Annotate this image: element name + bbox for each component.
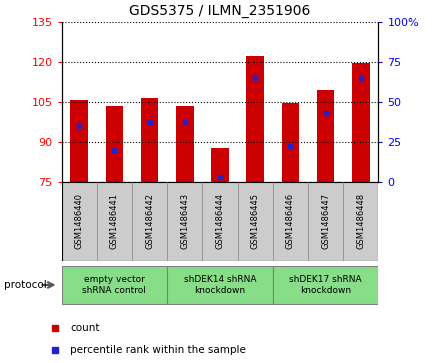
- Title: GDS5375 / ILMN_2351906: GDS5375 / ILMN_2351906: [129, 4, 311, 18]
- Text: GSM1486447: GSM1486447: [321, 193, 330, 249]
- Text: GSM1486443: GSM1486443: [180, 193, 189, 249]
- Text: GSM1486448: GSM1486448: [356, 193, 365, 249]
- Bar: [246, 56, 264, 182]
- Text: protocol: protocol: [4, 280, 47, 290]
- Bar: [211, 148, 229, 182]
- Bar: [273, 266, 378, 304]
- Text: shDEK17 shRNA
knockdown: shDEK17 shRNA knockdown: [289, 275, 362, 295]
- Bar: [167, 266, 273, 304]
- Text: GSM1486444: GSM1486444: [216, 193, 224, 249]
- Text: GSM1486446: GSM1486446: [286, 193, 295, 249]
- Text: GSM1486445: GSM1486445: [251, 193, 260, 249]
- Bar: [70, 100, 88, 182]
- Bar: [352, 63, 370, 182]
- Text: GSM1486442: GSM1486442: [145, 193, 154, 249]
- Text: GSM1486441: GSM1486441: [110, 193, 119, 249]
- Text: GSM1486440: GSM1486440: [75, 193, 84, 249]
- Bar: [176, 106, 194, 182]
- Bar: [62, 266, 167, 304]
- Text: empty vector
shRNA control: empty vector shRNA control: [82, 275, 147, 295]
- Text: percentile rank within the sample: percentile rank within the sample: [70, 345, 246, 355]
- Text: count: count: [70, 323, 100, 333]
- Bar: [106, 106, 123, 182]
- Bar: [317, 90, 334, 182]
- Bar: [141, 98, 158, 182]
- Text: shDEK14 shRNA
knockdown: shDEK14 shRNA knockdown: [184, 275, 256, 295]
- Bar: [282, 103, 299, 182]
